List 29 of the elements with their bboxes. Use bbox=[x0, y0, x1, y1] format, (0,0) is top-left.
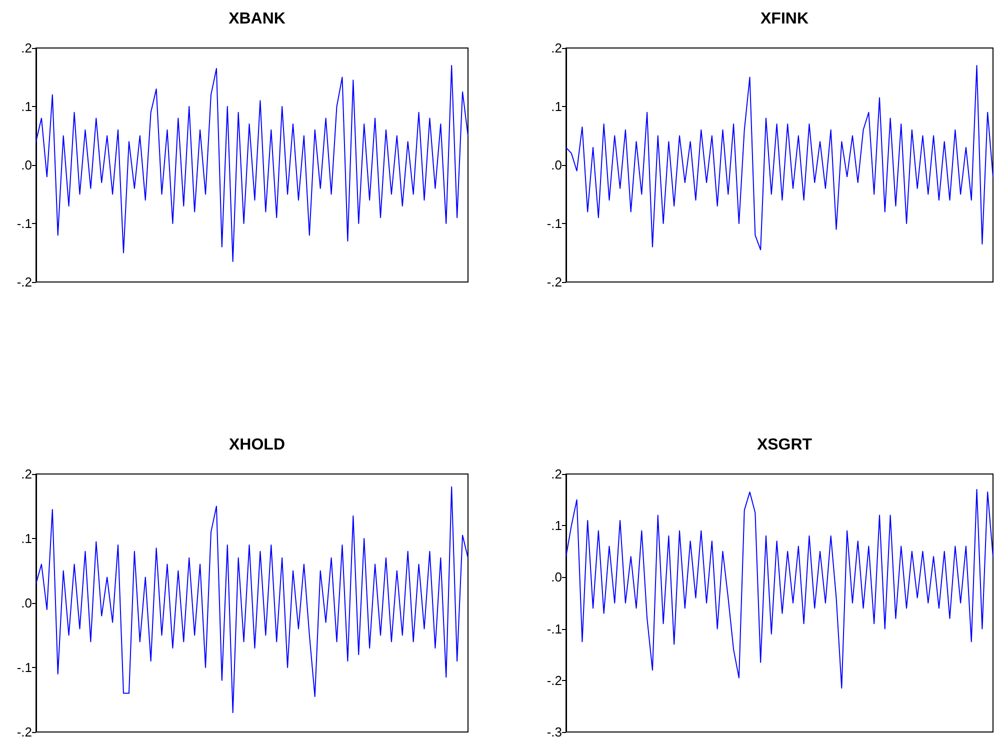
line-series bbox=[36, 65, 468, 262]
y-tick-label: .0 bbox=[21, 596, 32, 610]
y-tick-label: -.2 bbox=[546, 672, 562, 688]
y-tick-label: .0 bbox=[21, 158, 32, 172]
y-tick-label: .2 bbox=[21, 466, 32, 482]
y-tick-label: -.1 bbox=[546, 216, 562, 231]
line-series bbox=[566, 488, 994, 689]
y-tick-label: .1 bbox=[21, 99, 32, 114]
y-tick-label: .2 bbox=[21, 40, 32, 56]
y-tick-label: -.1 bbox=[16, 660, 32, 675]
y-tick-label: -.1 bbox=[546, 621, 562, 636]
y-tick-label: -.3 bbox=[546, 724, 562, 740]
chart-title: XHOLD bbox=[229, 436, 285, 454]
chart-title: XFINK bbox=[760, 10, 809, 28]
y-tick-label: .2 bbox=[551, 40, 562, 56]
y-tick-label: -.2 bbox=[16, 724, 32, 740]
y-tick-label: -.2 bbox=[16, 274, 32, 290]
chart-title: XBANK bbox=[228, 10, 286, 28]
y-tick-label: .1 bbox=[21, 531, 32, 546]
y-tick-label: .0 bbox=[551, 570, 562, 585]
y-tick-label: .0 bbox=[551, 158, 562, 172]
y-tick-label: .1 bbox=[551, 518, 562, 534]
y-tick-label: -.1 bbox=[16, 216, 32, 231]
chart-title: XSGRT bbox=[756, 436, 812, 454]
line-series bbox=[36, 486, 468, 714]
y-tick-label: -.2 bbox=[546, 274, 562, 290]
y-tick-label: .2 bbox=[551, 466, 562, 482]
line-series bbox=[566, 65, 994, 250]
y-tick-label: .1 bbox=[551, 99, 562, 114]
